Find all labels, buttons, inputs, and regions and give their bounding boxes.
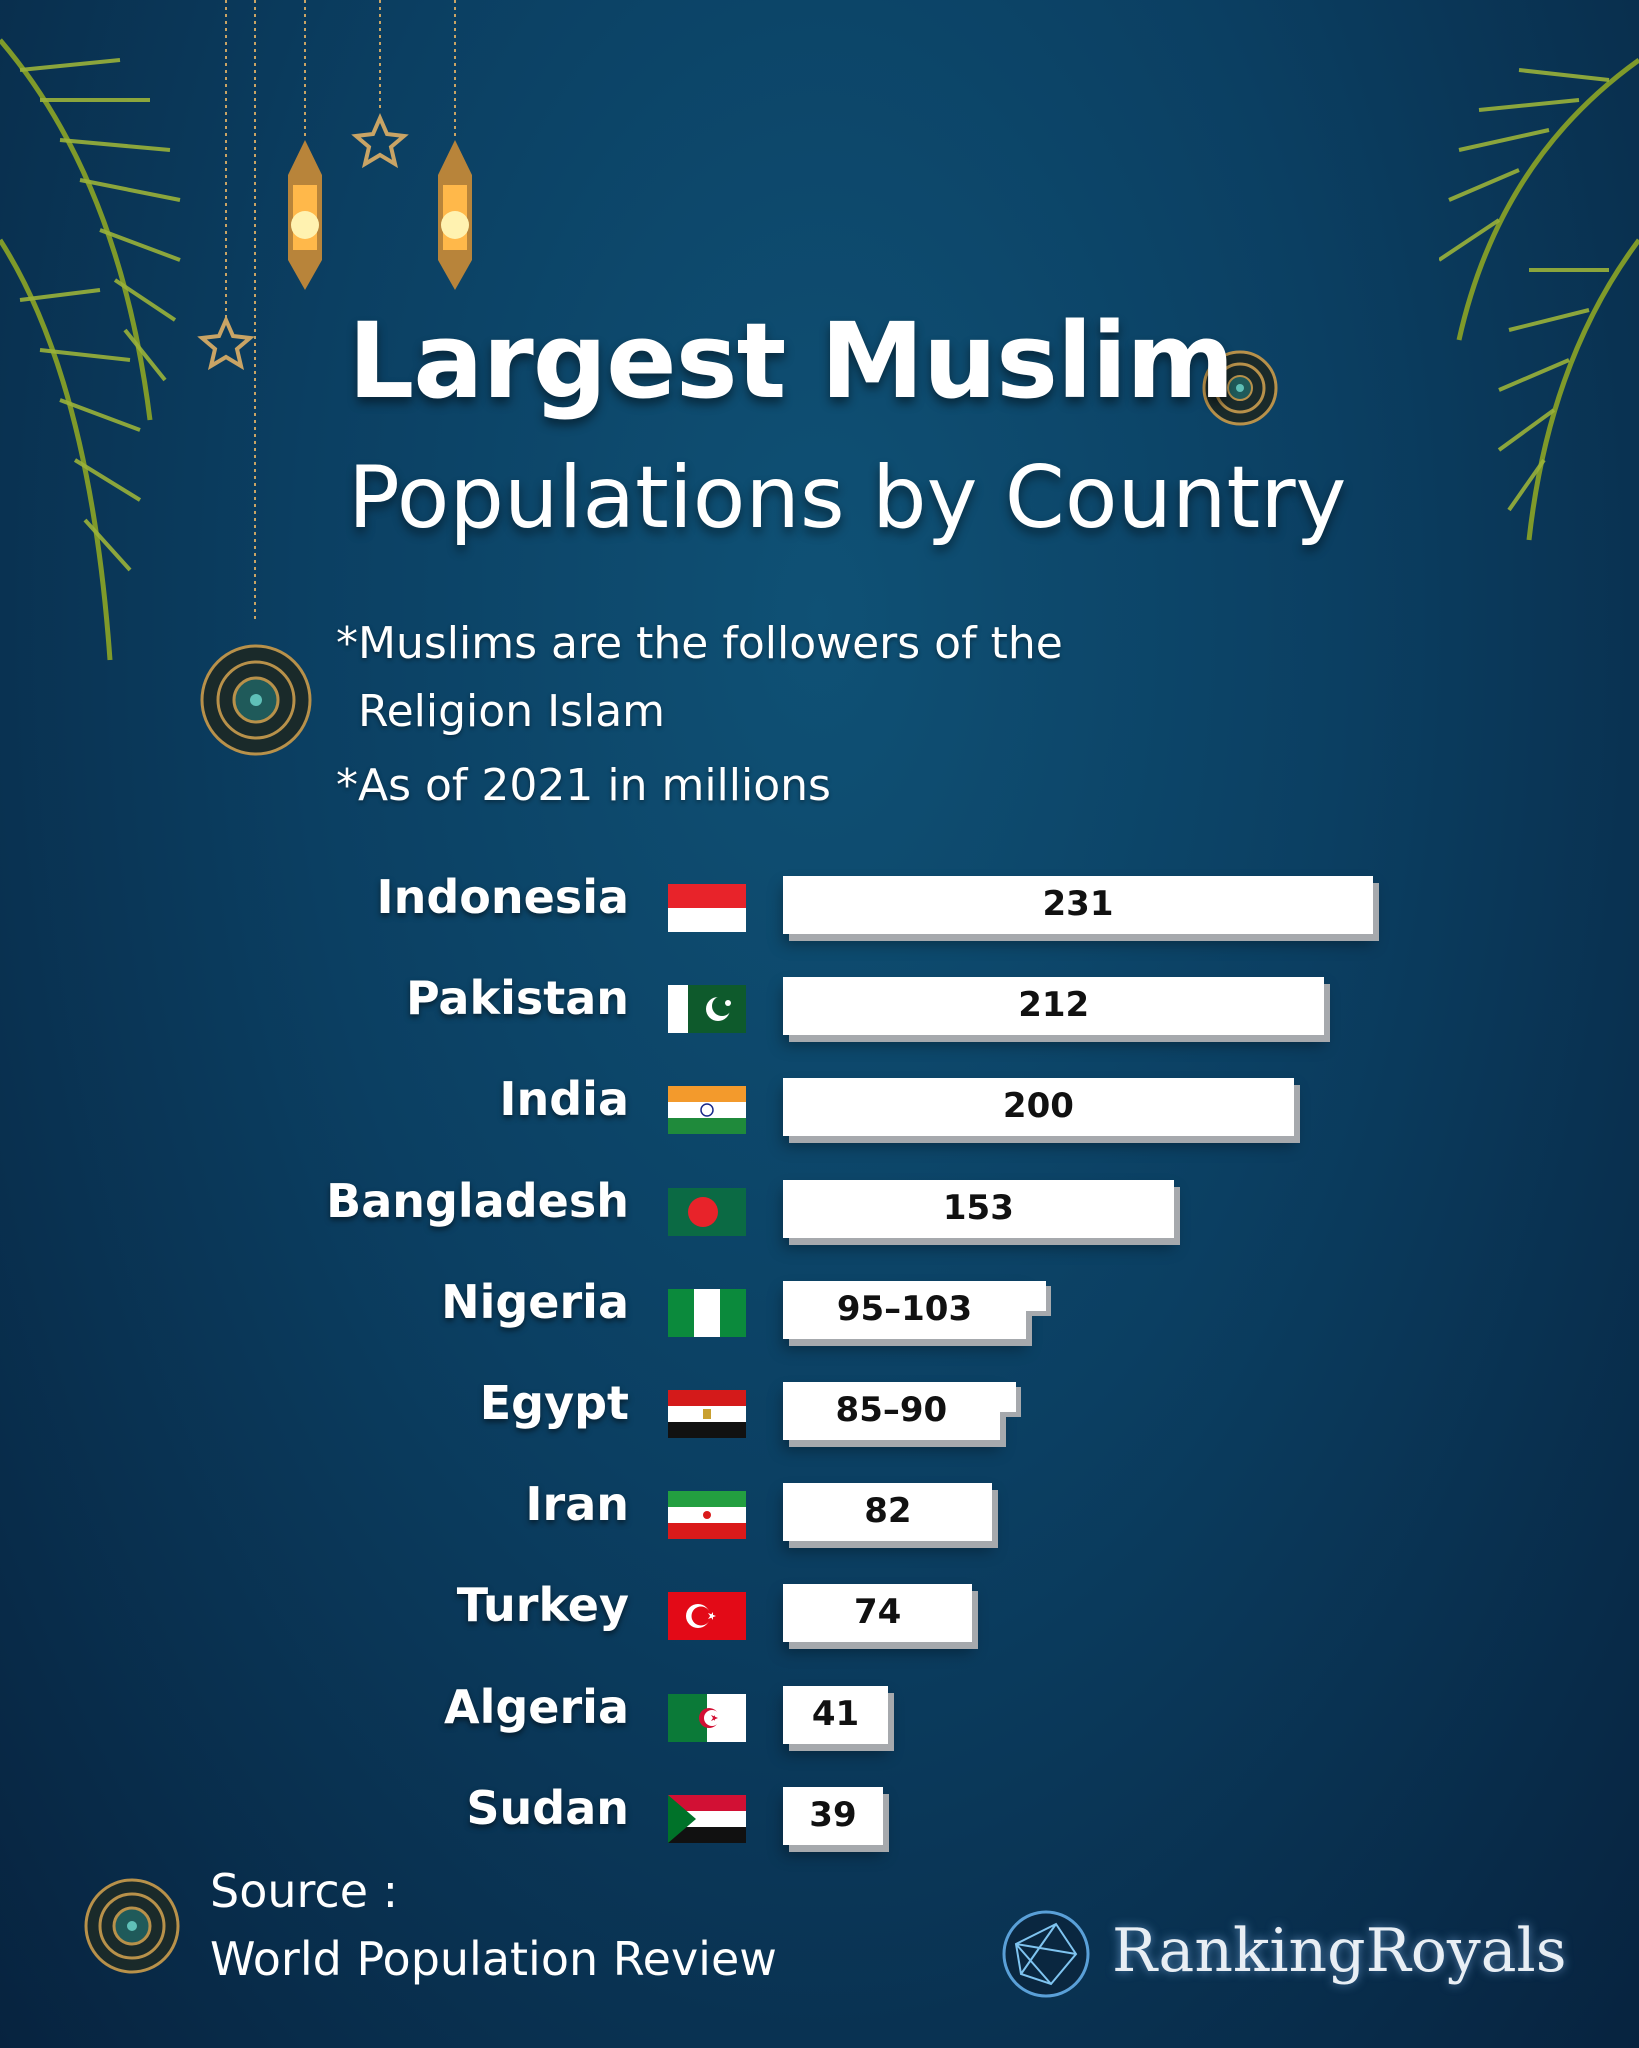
country-label-indonesia: Indonesia [376, 870, 629, 924]
title-line-2: Populations by Country [348, 448, 1347, 548]
lantern-icon [288, 140, 322, 290]
bar-range-extension-nigeria [1025, 1280, 1047, 1311]
bar-india [783, 1078, 1294, 1137]
sudan-flag-icon [668, 1794, 746, 1843]
definition-note-continued: Religion Islam [358, 686, 666, 737]
value-label-india: 200 [1002, 1086, 1074, 1127]
unit-note: *As of 2021 in millions [336, 760, 831, 811]
source-name: World Population Review [210, 1932, 777, 1986]
bar-sudan [783, 1786, 883, 1845]
value-label-turkey: 74 [854, 1592, 902, 1633]
india-flag-icon [668, 1086, 746, 1135]
value-label-sudan: 39 [809, 1794, 857, 1835]
bar-algeria [783, 1685, 888, 1744]
value-label-indonesia: 231 [1042, 884, 1114, 924]
mandala-ornament-icon [84, 1878, 180, 1974]
indonesia-flag-icon [668, 884, 746, 932]
nigeria-flag-icon [668, 1288, 746, 1337]
mandala-ornament-icon [200, 644, 312, 756]
algeria-flag-icon [668, 1693, 746, 1742]
star-icon [197, 315, 255, 371]
bangladesh-flag-icon [668, 1187, 746, 1236]
country-label-bangladesh: Bangladesh [326, 1173, 629, 1228]
country-label-egypt: Egypt [479, 1376, 629, 1430]
star-icon [351, 113, 409, 169]
country-label-sudan: Sudan [466, 1780, 629, 1835]
bar-egypt [783, 1382, 1001, 1440]
bar-nigeria [783, 1280, 1026, 1339]
value-label-nigeria: 95–103 [836, 1288, 973, 1329]
bar-indonesia [783, 876, 1373, 934]
country-label-nigeria: Nigeria [441, 1274, 629, 1329]
title-line-1: Largest Muslim [348, 300, 1235, 422]
country-label-turkey: Turkey [456, 1578, 629, 1633]
country-label-algeria: Algeria [444, 1679, 629, 1734]
country-label-iran: Iran [525, 1477, 629, 1532]
ranking-royals-logo-icon [1002, 1910, 1090, 1998]
hanging-lanterns-decoration [197, 0, 472, 620]
value-label-pakistan: 212 [1018, 985, 1090, 1026]
value-label-iran: 82 [864, 1491, 912, 1532]
source-label: Source : [210, 1864, 399, 1918]
bar-range-extension-egypt [1000, 1382, 1017, 1412]
bar-turkey [783, 1584, 972, 1643]
value-label-bangladesh: 153 [942, 1187, 1014, 1228]
brand-name: RankingRoyals [1112, 1916, 1567, 1986]
turkey-flag-icon [668, 1592, 746, 1641]
palm-leaves-right-decoration [1439, 57, 1639, 541]
value-label-egypt: 85–90 [835, 1390, 948, 1430]
value-label-algeria: 41 [811, 1693, 860, 1734]
lantern-icon [438, 140, 472, 290]
country-label-pakistan: Pakistan [405, 971, 629, 1026]
egypt-flag-icon [668, 1390, 746, 1438]
palm-leaves-left-decoration [0, 38, 181, 661]
bar-pakistan [783, 977, 1325, 1036]
bar-bangladesh [783, 1179, 1174, 1238]
iran-flag-icon [668, 1491, 746, 1540]
definition-note: *Muslims are the followers of the [336, 618, 1063, 669]
bar-iran [783, 1483, 993, 1542]
pakistan-flag-icon [668, 985, 746, 1034]
country-label-india: India [499, 1072, 629, 1127]
mandala-ornament-icon [1202, 350, 1278, 426]
